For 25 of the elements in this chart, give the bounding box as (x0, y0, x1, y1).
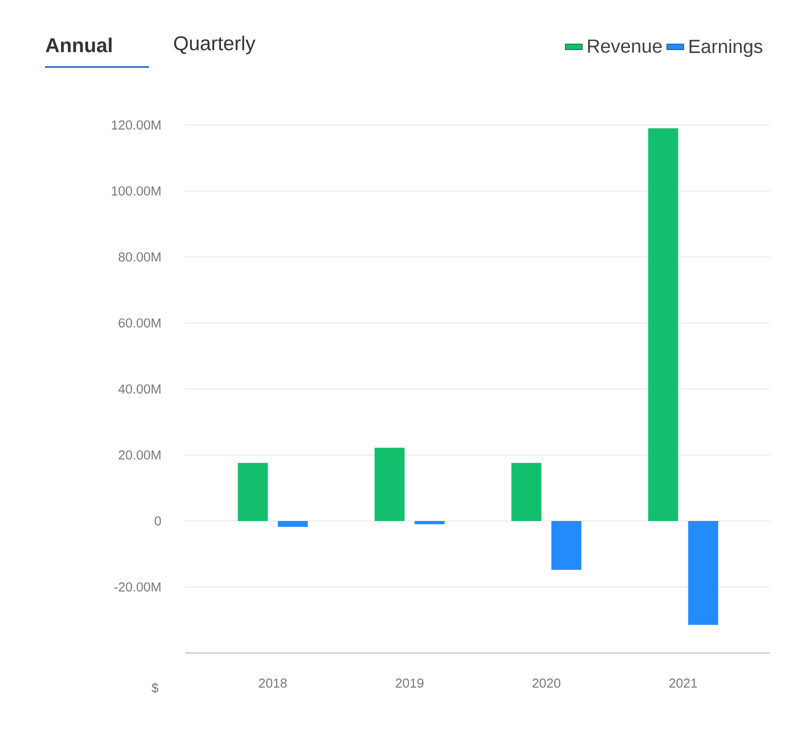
bar (551, 520, 582, 570)
y-tick-label: 20.00M (118, 450, 160, 460)
y-tick-label: 0 (154, 516, 161, 526)
bar (278, 520, 308, 527)
y-tick-label: 40.00M (118, 384, 160, 394)
bar (238, 462, 268, 521)
x-tick-label: 2021 (669, 678, 697, 688)
y-tick-label: 120.00M (112, 120, 160, 130)
bar (688, 520, 718, 625)
y-tick-label: 100.00M (112, 186, 160, 196)
x-tick-label: 2018 (259, 678, 287, 688)
legend-label: Earnings (690, 39, 762, 57)
y-tick-label: 80.00M (118, 252, 160, 262)
bar (414, 520, 445, 524)
y-tick-label: 60.00M (118, 318, 160, 328)
bar (511, 462, 542, 521)
text: Annual (46, 38, 112, 52)
text: Quarterly (174, 36, 256, 54)
text: $ (152, 682, 158, 694)
y-tick-label: -20.00M (114, 582, 160, 592)
bar (374, 448, 405, 521)
x-tick-label: 2019 (396, 678, 424, 688)
x-tick-label: 2020 (532, 678, 560, 688)
legend-label: Revenue (588, 40, 662, 53)
bar (648, 128, 678, 521)
